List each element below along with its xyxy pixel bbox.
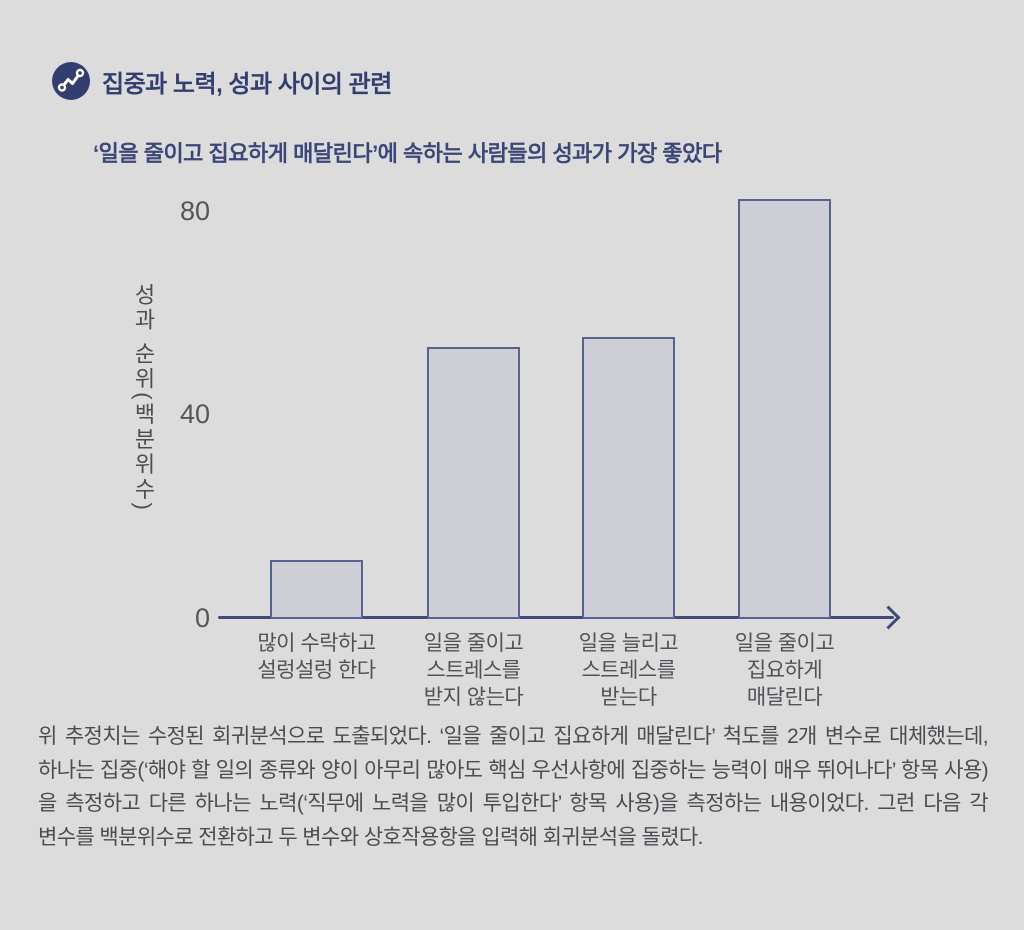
x-axis-label-line: 매달린다 — [746, 686, 823, 709]
chart-subtitle: ‘일을 줄이고 집요하게 매달린다’에 속하는 사람들의 성과가 가장 좋았다 — [93, 141, 722, 166]
bar-3 — [582, 337, 675, 619]
bar-chart: 성과 순위(백분위수) 0 40 80 많이 수락하고 설렁설렁 한다 일을 줄이고 스트레… — [0, 180, 1024, 730]
x-axis-label-line: 스트레스를 — [581, 659, 676, 682]
footnote-text: 위 추정치는 수정된 회귀분석으로 도출되었다. ‘일을 줄이고 집요하게 매달… — [38, 725, 989, 849]
axis-arrow-icon — [876, 605, 901, 630]
y-axis-title: 성과 순위(백분위수) — [131, 283, 156, 513]
x-axis-label-line: 설렁설렁 한다 — [257, 659, 376, 682]
x-axis-label-line: 일을 줄이고 — [734, 632, 835, 655]
x-axis-label-line: 집요하게 — [746, 659, 823, 682]
x-axis-label-line: 일을 늘리고 — [578, 632, 679, 655]
x-axis-label-line: 받는다 — [600, 686, 657, 709]
chart-header: 집중과 노력, 성과 사이의 관련 — [52, 62, 392, 100]
bar-2 — [427, 347, 520, 619]
x-axis-label-line: 받지 않는다 — [423, 686, 524, 709]
x-axis-label-line: 스트레스를 — [426, 659, 521, 682]
y-tick-label: 0 — [194, 602, 210, 633]
y-tick-label: 80 — [179, 196, 210, 227]
x-axis-label-line: 일을 줄이고 — [423, 632, 524, 655]
y-tick-label: 40 — [179, 399, 210, 430]
bar-4 — [738, 199, 831, 619]
page-title: 집중과 노력, 성과 사이의 관련 — [102, 70, 392, 98]
trend-line-chart-icon — [52, 62, 90, 100]
bar-1 — [270, 560, 363, 619]
x-axis-label-line: 많이 수락하고 — [257, 632, 376, 655]
x-axis-line — [218, 616, 894, 619]
